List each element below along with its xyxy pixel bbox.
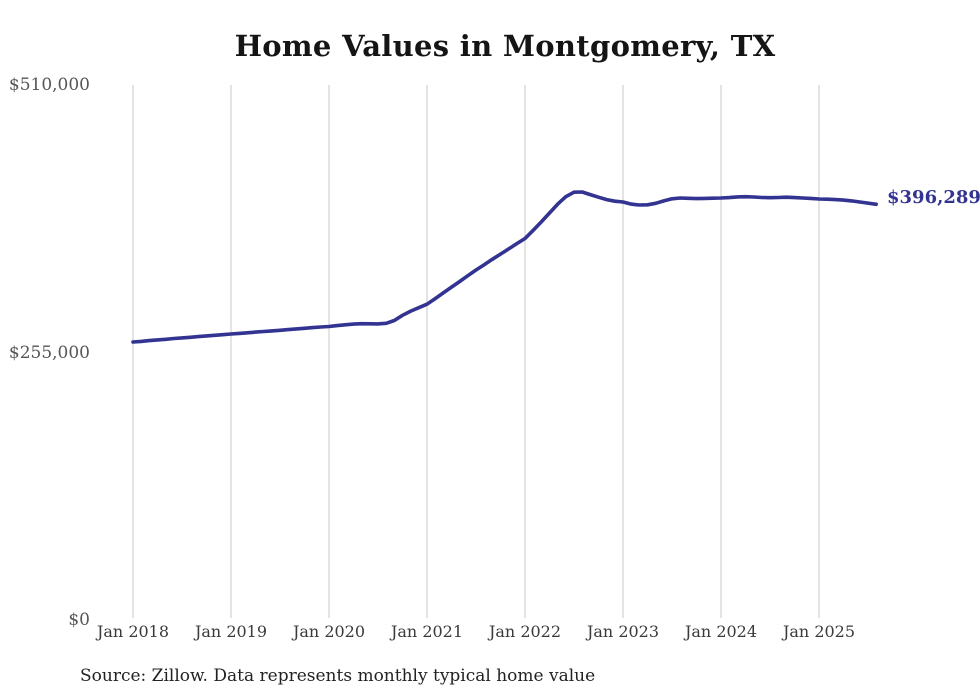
x-tick-label-jan-2024: Jan 2024 — [684, 622, 758, 641]
chart-title: Home Values in Montgomery, TX — [234, 29, 776, 63]
latest-value-label: $396,289 — [887, 187, 980, 208]
x-tick-label-jan-2023: Jan 2023 — [586, 622, 660, 641]
x-tick-label-jan-2020: Jan 2020 — [292, 622, 366, 641]
y-tick-label-0: $0 — [68, 610, 90, 630]
x-tick-label-jan-2021: Jan 2021 — [390, 622, 464, 641]
source-note: Source: Zillow. Data represents monthly … — [80, 666, 596, 686]
x-tick-label-jan-2018: Jan 2018 — [96, 622, 170, 641]
home-value-series-line — [131, 190, 879, 344]
x-tick-label-jan-2025: Jan 2025 — [782, 622, 856, 641]
x-tick-label-jan-2022: Jan 2022 — [488, 622, 562, 641]
y-tick-label-255000: $255,000 — [8, 342, 90, 363]
x-tick-label-jan-2019: Jan 2019 — [194, 622, 268, 641]
y-tick-label-510000: $510,000 — [8, 75, 90, 95]
